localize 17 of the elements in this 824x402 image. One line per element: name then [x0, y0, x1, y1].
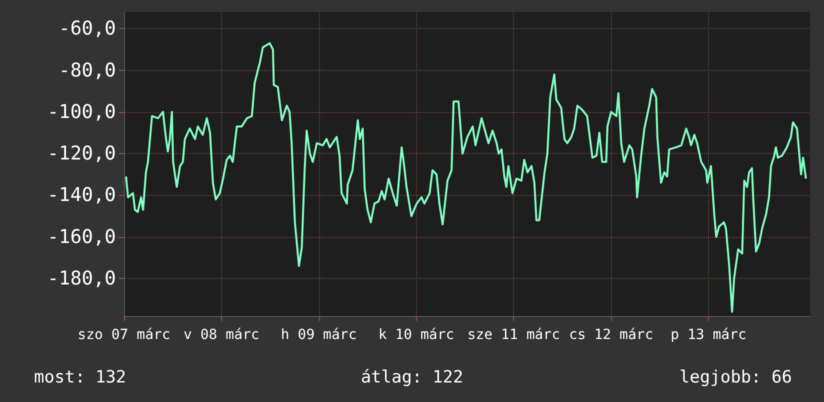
x-tick-label: p 13 márc [670, 327, 746, 343]
y-tick-label: -140,0 [47, 184, 116, 206]
x-tick-label: cs 12 márc [568, 327, 654, 343]
x-tick-label: h 09 márc [280, 327, 357, 343]
x-tick-label: v 08 márc [183, 327, 260, 343]
x-tick-label: k 10 márc [378, 327, 454, 343]
y-tick-label: -100,0 [47, 100, 116, 123]
text: most: 132 [34, 368, 126, 388]
y-tick-label: -60,0 [58, 18, 116, 40]
x-tick-label: sze 11 márc [467, 327, 560, 343]
y-tick-label: -160,0 [47, 226, 116, 248]
y-tick-label: -80,0 [58, 59, 116, 82]
text: legjobb: 66 [679, 368, 792, 388]
text: átlag: 122 [360, 368, 464, 388]
y-tick-label: -180,0 [47, 268, 116, 290]
x-tick-label: szo 07 márc [78, 327, 170, 343]
y-tick-label: -120,0 [47, 142, 116, 165]
